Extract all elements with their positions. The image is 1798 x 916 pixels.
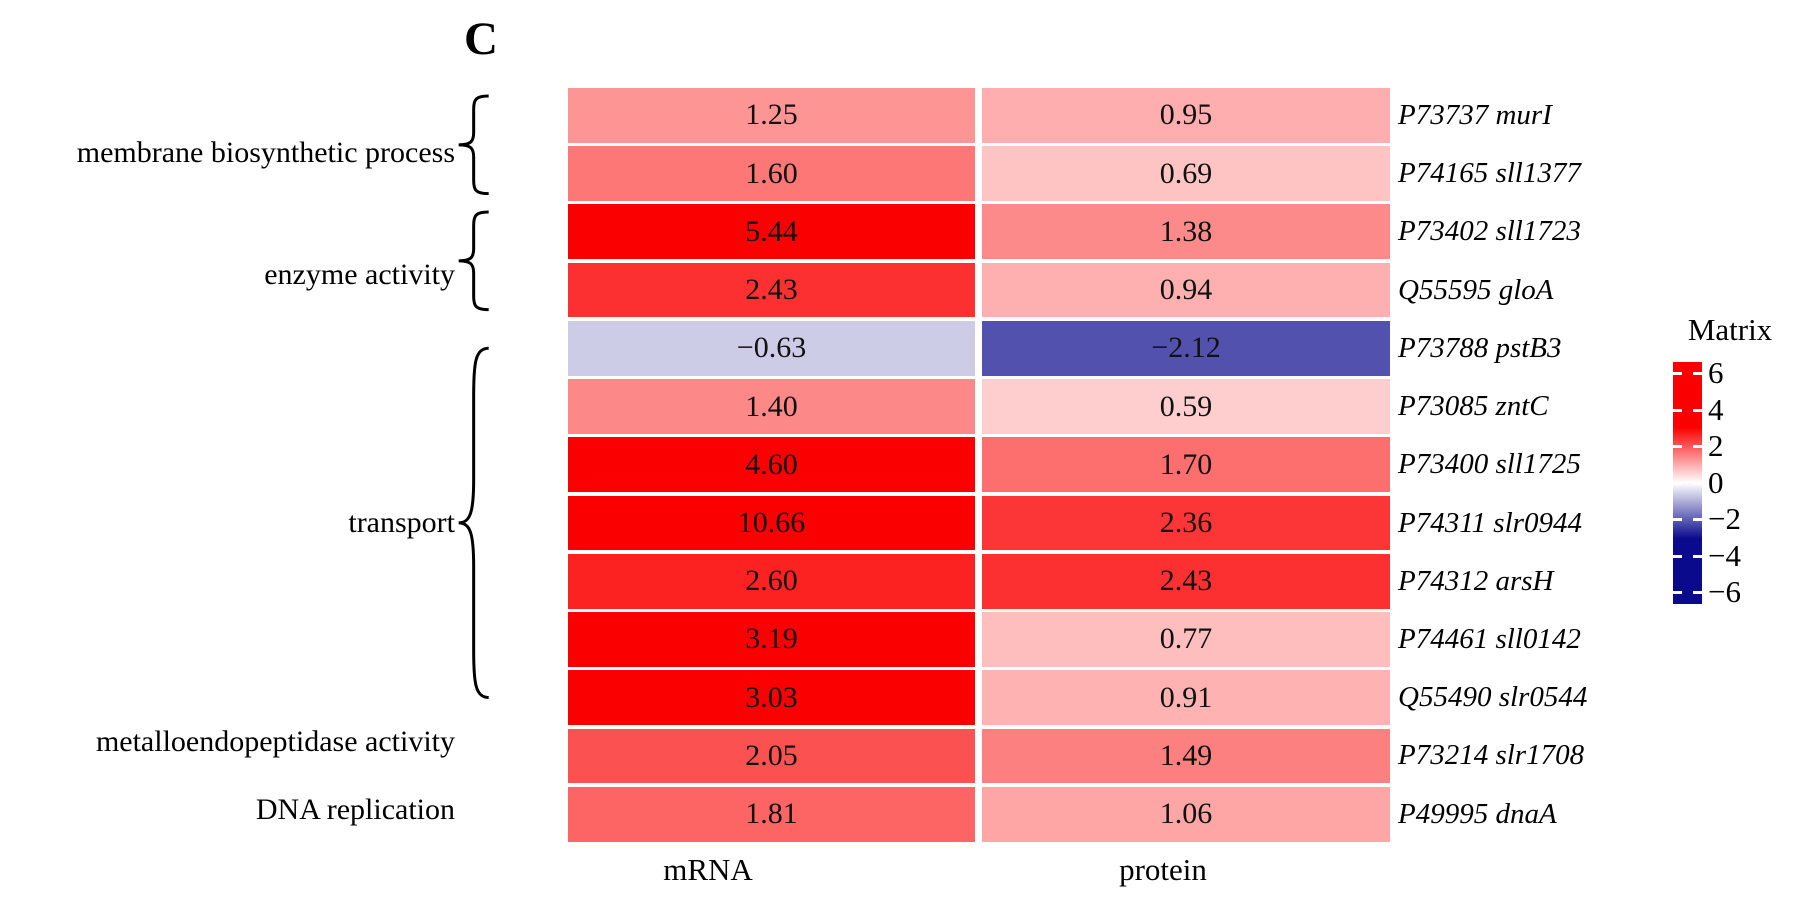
cell-value: 0.59 [1159,389,1213,423]
tick-mark [1673,481,1682,485]
colorbar-tick-label: 0 [1708,464,1724,500]
curly-brace-icon [452,341,492,705]
legend-title: Matrix [1687,312,1773,347]
cell-value: 2.36 [1159,506,1213,539]
cell-value: 2.43 [1159,564,1213,598]
gene-label: P74311 slr0944 [1398,506,1582,539]
heatmap-cell-protein: 0.69 [982,146,1390,202]
cell-value: 1.06 [1159,797,1213,831]
cell-value: 1.49 [1159,738,1213,772]
cell-value: 2.05 [745,738,798,772]
category-label: DNA replication [255,793,455,827]
gene-label: P74165 sll1377 [1398,157,1581,190]
heatmap-cell-protein: 1.49 [982,728,1390,784]
cell-value: 0.91 [1159,680,1213,714]
panel-label: C [464,13,498,65]
tick-mark [1693,591,1702,594]
heatmap-cell-protein: 0.77 [982,612,1390,667]
heatmap-cell-mrna: 1.81 [568,786,975,842]
colorbar-tick-label: −2 [1708,501,1741,536]
tick-mark [1673,372,1682,375]
tick-mark [1693,408,1702,412]
cell-value: 0.77 [1159,622,1213,656]
gene-label: P73400 sll1725 [1398,448,1581,481]
cell-value: 4.60 [745,447,798,481]
heatmap-cell-mrna: 4.60 [568,437,975,493]
gene-label: Q55595 gloA [1398,273,1554,306]
category-label: metalloendopeptidase activity [95,724,455,758]
tick-mark [1673,591,1682,594]
cell-value: 0.95 [1159,98,1213,132]
cell-value: 1.60 [745,156,798,190]
heatmap-cell-protein: 0.94 [982,262,1390,318]
tick-mark [1693,481,1702,485]
heatmap-cell-protein: 2.36 [982,495,1390,551]
tick-mark [1673,518,1682,521]
tick-mark [1673,554,1682,558]
heatmap-cell-protein: 0.59 [982,379,1390,434]
cell-value: −2.12 [1151,331,1221,365]
curly-brace-icon [452,94,492,196]
category-label: membrane biosynthetic process [76,135,455,169]
heatmap-cell-mrna: 3.19 [568,612,975,667]
cell-value: 3.19 [745,622,798,656]
colorbar-tick-label: −6 [1708,574,1741,609]
heatmap-cell-mrna: 2.60 [568,553,975,609]
tick-mark [1693,372,1702,375]
gene-label: Q55490 slr0544 [1398,681,1588,714]
curly-brace-icon [452,210,492,312]
category-label: enzyme activity [264,257,455,291]
tick-mark [1693,445,1702,448]
heatmap-cell-protein: 1.70 [982,437,1390,493]
x-axis-label-protein: protein [1119,852,1207,887]
heatmap-cell-mrna: 1.25 [568,88,975,143]
heatmap-cell-mrna: 10.66 [568,495,975,551]
cell-value: 0.69 [1159,156,1213,190]
heatmap-cell-protein: 2.43 [982,553,1390,609]
colorbar-tick-label: 4 [1708,391,1724,427]
gene-label: P49995 dnaA [1398,797,1557,830]
gene-label: P73788 pstB3 [1398,331,1562,364]
colorbar-tick-label: 6 [1708,355,1724,390]
cell-value: 1.70 [1159,447,1213,481]
heatmap-cell-mrna: 1.40 [568,379,975,434]
colorbar-tick-label: 2 [1708,428,1724,463]
tick-mark [1673,408,1682,412]
cell-value: 1.40 [745,389,798,423]
cell-value: 2.43 [745,273,798,307]
cell-value: −0.63 [736,331,807,365]
cell-value: 2.60 [745,564,798,598]
tick-mark [1693,554,1702,558]
heatmap-cell-mrna: 2.05 [568,728,975,784]
gene-label: P73737 murI [1398,98,1552,131]
heatmap-cell-mrna: 3.03 [568,670,975,726]
heatmap-cell-mrna: 2.43 [568,262,975,318]
cell-value: 1.38 [1159,214,1213,248]
heatmap-cell-mrna: 5.44 [568,204,975,260]
cell-value: 0.94 [1159,273,1213,307]
gene-label: P73085 zntC [1398,390,1549,423]
heatmap-cell-protein: 0.91 [982,670,1390,726]
heatmap-cell-protein: 1.06 [982,786,1390,842]
tick-mark [1693,518,1702,521]
cell-value: 10.66 [737,506,806,539]
cell-value: 1.81 [745,797,798,831]
cell-value: 3.03 [745,680,798,714]
heatmap-cell-mrna: −0.63 [568,320,975,376]
heatmap-cell-protein: −2.12 [982,320,1390,376]
cell-value: 1.25 [745,98,798,132]
heatmap-cell-protein: 0.95 [982,88,1390,143]
tick-mark [1673,445,1682,448]
colorbar-tick-label: −4 [1708,537,1741,573]
gene-label: P73402 sll1723 [1398,215,1581,248]
gene-label: P73214 slr1708 [1398,739,1585,772]
x-axis-label-mrna: mRNA [663,852,753,887]
category-label: transport [348,506,455,539]
cell-value: 5.44 [745,214,798,248]
heatmap-cell-protein: 1.38 [982,204,1390,260]
gene-label: P74461 sll0142 [1398,622,1581,655]
heatmap-cell-mrna: 1.60 [568,146,975,202]
gene-label: P74312 arsH [1398,564,1554,597]
